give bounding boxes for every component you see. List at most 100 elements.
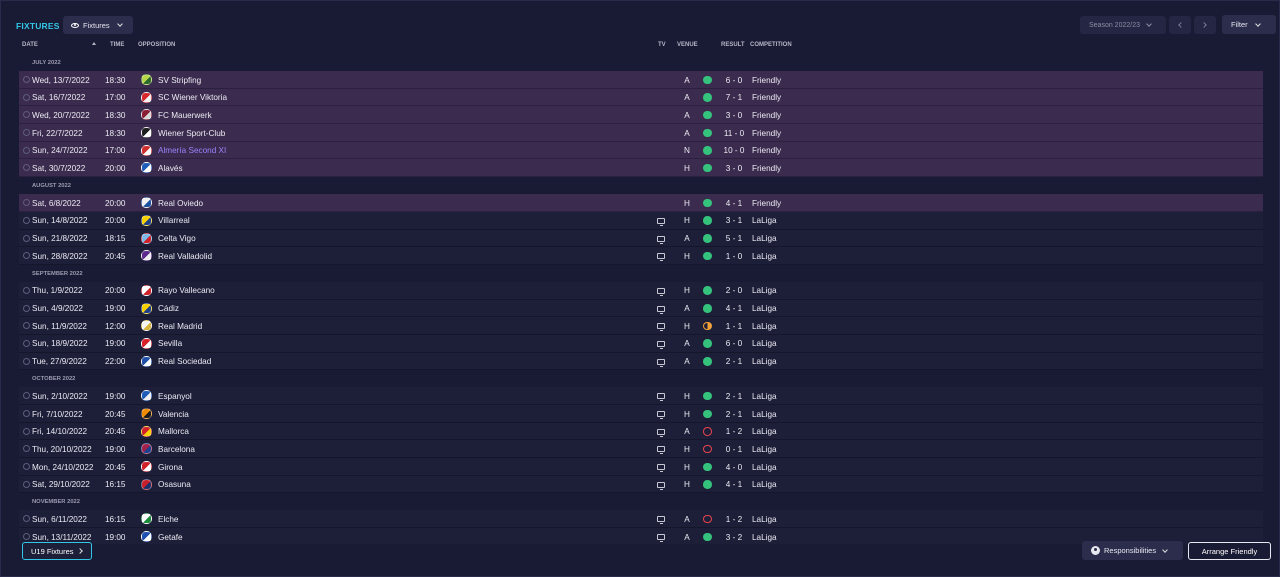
fixture-competition[interactable]: LaLiga <box>752 514 777 524</box>
opposition-link[interactable]: Barcelona <box>158 444 195 454</box>
fixture-competition[interactable]: LaLiga <box>752 251 777 261</box>
opposition-link[interactable]: Espanyol <box>158 391 192 401</box>
opposition-link[interactable]: Getafe <box>158 532 183 542</box>
fixture-competition[interactable]: LaLiga <box>752 462 777 472</box>
opposition-link[interactable]: Real Valladolid <box>158 251 213 261</box>
fixture-result[interactable]: 3 - 1 <box>725 216 743 226</box>
fixture-result[interactable]: 6 - 0 <box>725 339 743 349</box>
opposition-link[interactable]: Villarreal <box>158 216 190 226</box>
col-competition[interactable]: COMPETITION <box>750 42 792 48</box>
fixture-competition[interactable]: Friendly <box>752 128 782 138</box>
fixture-result[interactable]: 6 - 0 <box>725 75 743 85</box>
col-tv[interactable]: TV <box>658 42 666 48</box>
opposition-link[interactable]: FC Mauerwerk <box>158 110 212 120</box>
fixture-competition[interactable]: LaLiga <box>752 216 777 226</box>
filter-button[interactable]: Filter <box>1222 15 1276 34</box>
fixture-result[interactable]: 2 - 0 <box>725 286 743 296</box>
opposition-link[interactable]: Rayo Vallecano <box>158 286 215 296</box>
fixture-competition[interactable]: LaLiga <box>752 444 777 454</box>
previous-season-button[interactable] <box>1169 16 1191 34</box>
opposition-link[interactable]: Real Sociedad <box>158 357 212 367</box>
fixture-result[interactable]: 4 - 1 <box>725 304 743 314</box>
fixture-competition[interactable]: Friendly <box>752 163 782 173</box>
fixture-result[interactable]: 3 - 0 <box>725 163 743 173</box>
fixture-row[interactable]: Sun, 28/8/2022 20:45 Real Valladolid H 1 - 0… <box>19 247 1263 265</box>
opposition-link[interactable]: SC Wiener Viktoria <box>158 93 228 103</box>
fixture-result[interactable]: 10 - 0 <box>723 146 745 156</box>
fixture-row[interactable]: Sun, 13/11/2022 19:00 Getafe A 3 - 2 LaLiga <box>19 528 1263 544</box>
season-dropdown[interactable]: Season 2022/23 <box>1080 16 1166 34</box>
opposition-link[interactable]: Osasuna <box>158 480 191 490</box>
fixture-result[interactable]: 4 - 0 <box>725 462 743 472</box>
fixture-competition[interactable]: LaLiga <box>752 286 777 296</box>
fixture-result[interactable]: 1 - 2 <box>725 427 743 437</box>
fixture-competition[interactable]: Friendly <box>752 198 782 208</box>
fixture-row[interactable]: Sat, 16/7/2022 17:00 SC Wiener Viktoria A 7 … <box>19 88 1263 107</box>
fixture-result[interactable]: 3 - 2 <box>725 532 743 542</box>
fixture-result[interactable]: 3 - 0 <box>725 110 743 120</box>
fixture-competition[interactable]: Friendly <box>752 110 782 120</box>
fixture-competition[interactable]: LaLiga <box>752 339 777 349</box>
col-venue[interactable]: VENUE <box>677 42 698 48</box>
fixture-result[interactable]: 11 - 0 <box>723 128 745 138</box>
fixture-row[interactable]: Sun, 18/9/2022 19:00 Sevilla A 6 - 0 LaLiga <box>19 334 1263 353</box>
fixture-competition[interactable]: LaLiga <box>752 357 777 367</box>
fixture-result[interactable]: 5 - 1 <box>725 234 743 243</box>
fixture-row[interactable]: Sun, 2/10/2022 19:00 Espanyol H 2 - 1 LaLiga <box>19 387 1263 405</box>
opposition-link[interactable]: Mallorca <box>158 427 189 437</box>
fixture-row[interactable]: Sun, 14/8/2022 20:00 Villarreal H 3 - 1 LaLig… <box>19 211 1263 230</box>
col-opposition[interactable]: OPPOSITION <box>138 42 176 48</box>
arrange-friendly-button[interactable]: Arrange Friendly <box>1188 542 1271 560</box>
fixture-row[interactable]: Sat, 30/7/2022 20:00 Alavés H 3 - 0 Friendly <box>19 159 1263 178</box>
fixture-row[interactable]: Fri, 22/7/2022 18:30 Wiener Sport-Club A 11 … <box>19 124 1263 142</box>
fixture-row[interactable]: Sat, 29/10/2022 16:15 Osasuna H 4 - 1 LaLiga <box>19 475 1263 494</box>
view-dropdown[interactable]: Fixtures <box>63 16 133 34</box>
fixture-competition[interactable]: LaLiga <box>752 409 777 419</box>
opposition-link[interactable]: Cádiz <box>158 304 179 314</box>
opposition-link[interactable]: Girona <box>158 462 183 472</box>
fixture-result[interactable]: 7 - 1 <box>725 93 743 103</box>
fixture-competition[interactable]: LaLiga <box>752 304 777 314</box>
fixture-row[interactable]: Wed, 13/7/2022 18:30 SV Stripfing A 6 - 0 Fri… <box>19 71 1263 89</box>
opposition-link[interactable]: Real Oviedo <box>158 198 204 208</box>
opposition-link[interactable]: Celta Vigo <box>158 234 196 243</box>
fixture-row[interactable]: Fri, 14/10/2022 20:45 Mallorca A 1 - 2 LaLiga <box>19 422 1263 441</box>
fixture-result[interactable]: 2 - 1 <box>725 409 743 419</box>
fixture-result[interactable]: 0 - 1 <box>725 444 743 454</box>
fixture-competition[interactable]: LaLiga <box>752 480 777 490</box>
fixture-competition[interactable]: Friendly <box>752 75 782 85</box>
fixture-result[interactable]: 4 - 1 <box>725 480 743 490</box>
opposition-link[interactable]: SV Stripfing <box>158 75 202 85</box>
fixture-result[interactable]: 4 - 1 <box>725 198 743 208</box>
opposition-link[interactable]: Elche <box>158 514 179 524</box>
opposition-link[interactable]: Wiener Sport-Club <box>158 128 226 138</box>
fixture-row[interactable]: Tue, 27/9/2022 22:00 Real Sociedad A 2 - 1 La… <box>19 352 1263 371</box>
fixture-row[interactable]: Thu, 20/10/2022 19:00 Barcelona H 0 - 1 LaLig… <box>19 440 1263 459</box>
opposition-link[interactable]: Real Madrid <box>158 321 203 331</box>
fixture-row[interactable]: Sun, 11/9/2022 12:00 Real Madrid H 1 - 1 LaLi… <box>19 317 1263 335</box>
fixture-result[interactable]: 1 - 2 <box>725 514 743 524</box>
opposition-link[interactable]: Valencia <box>158 409 189 419</box>
fixture-competition[interactable]: LaLiga <box>752 321 777 331</box>
fixture-row[interactable]: Sun, 24/7/2022 17:00 Almería Second XI N 10 … <box>19 141 1263 160</box>
next-season-button[interactable] <box>1194 16 1216 34</box>
col-result[interactable]: RESULT <box>721 42 745 48</box>
fixture-row[interactable]: Fri, 7/10/2022 20:45 Valencia H 2 - 1 LaLiga <box>19 405 1263 423</box>
opposition-link[interactable]: Alavés <box>158 163 183 173</box>
fixture-row[interactable]: Mon, 24/10/2022 20:45 Girona H 4 - 0 LaLiga <box>19 458 1263 476</box>
fixture-competition[interactable]: LaLiga <box>752 391 777 401</box>
u19-fixtures-button[interactable]: U19 Fixtures <box>22 542 92 560</box>
fixture-row[interactable]: Sun, 4/9/2022 19:00 Cádiz A 4 - 1 LaLiga <box>19 299 1263 318</box>
fixture-competition[interactable]: Friendly <box>752 146 782 156</box>
fixture-row[interactable]: Thu, 1/9/2022 20:00 Rayo Vallecano H 2 - 0 La… <box>19 281 1263 300</box>
col-date[interactable]: DATE <box>22 42 38 48</box>
fixture-result[interactable]: 1 - 0 <box>725 251 743 261</box>
fixture-competition[interactable]: LaLiga <box>752 427 777 437</box>
opposition-link[interactable]: Sevilla <box>158 339 183 349</box>
fixture-row[interactable]: Sun, 6/11/2022 16:15 Elche A 1 - 2 LaLiga <box>19 510 1263 529</box>
fixture-competition[interactable]: Friendly <box>752 93 782 103</box>
fixture-competition[interactable]: LaLiga <box>752 532 777 542</box>
fixture-competition[interactable]: LaLiga <box>752 234 777 243</box>
opposition-link[interactable]: Almería Second XI <box>158 146 227 156</box>
fixture-row[interactable]: Sun, 21/8/2022 18:15 Celta Vigo A 5 - 1 LaLig… <box>19 229 1263 248</box>
